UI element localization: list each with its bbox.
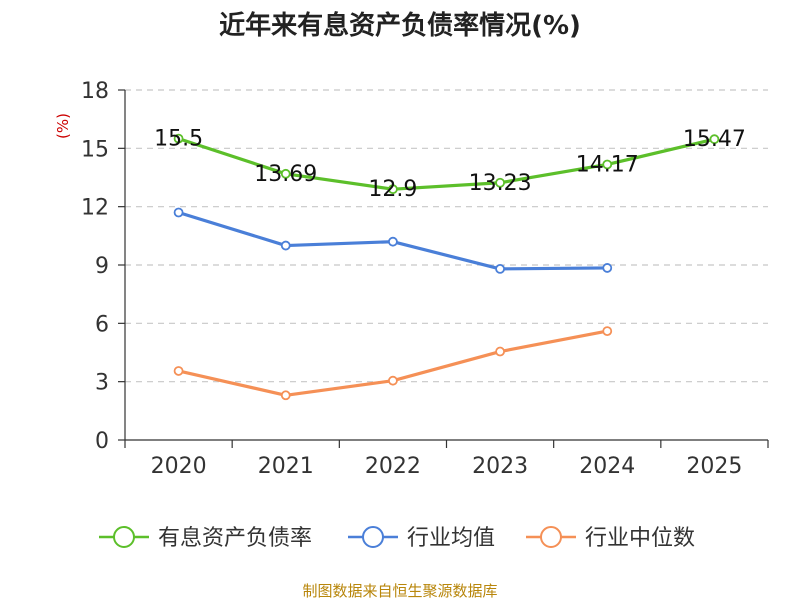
series-line-1 [176, 137, 717, 191]
data-labels: 15.5 13.69 12.9 13.23 14.17 15.47 [154, 127, 746, 203]
series-point-3 [280, 390, 291, 401]
legend-label-2: 行业均值 [407, 526, 495, 551]
legend-label-1: 有息资产负债率 [158, 526, 312, 551]
series-point-1 [280, 168, 291, 179]
series-point-2 [280, 240, 291, 251]
series-layer [173, 133, 720, 401]
data-label: 14.17 [576, 152, 639, 177]
data-label: 15.47 [683, 127, 746, 152]
data-label: 12.9 [368, 177, 417, 202]
legend: 有息资产负债率 行业均值 行业中位数 [99, 526, 695, 551]
series-point-2 [173, 207, 184, 218]
series-point-3 [388, 375, 398, 386]
series-line-3 [176, 329, 609, 397]
x-tick-label: 2023 [472, 454, 528, 479]
series-point-1 [388, 184, 398, 195]
series-point-3 [602, 326, 613, 337]
y-tick-label: 3 [95, 371, 109, 396]
data-label: 13.69 [254, 162, 317, 187]
legend-marker-1 [113, 526, 135, 548]
x-tick-label: 2021 [258, 454, 314, 479]
y-tick-label: 9 [95, 254, 109, 279]
y-tick-label: 6 [95, 312, 109, 337]
series-point-3 [495, 346, 505, 357]
x-tick-label: 2020 [151, 454, 207, 479]
series-point-1 [709, 134, 720, 145]
legend-marker-2 [362, 526, 384, 548]
x-tick-label: 2024 [579, 454, 635, 479]
series-point-3 [173, 366, 184, 376]
series-point-2 [388, 236, 398, 247]
legend-label-3: 行业中位数 [585, 526, 695, 551]
axes: 0 3 6 9 12 15 18 2020 2021 2022 2023 2024 2025 [81, 79, 769, 479]
series-point-2 [602, 263, 613, 273]
data-label: 13.23 [469, 171, 532, 196]
grid-lines [125, 89, 768, 383]
source-note: 制图数据来自恒生聚源数据库 [302, 582, 497, 600]
y-tick-label: 12 [81, 196, 109, 221]
data-label: 15.5 [154, 127, 203, 152]
x-tick-label: 2025 [686, 454, 742, 479]
y-axis-unit: (%) [54, 113, 72, 139]
y-tick-label: 0 [95, 429, 109, 454]
series-point-1 [495, 177, 505, 188]
series-point-1 [173, 133, 184, 144]
y-tick-label: 15 [81, 137, 109, 162]
x-tick-label: 2022 [365, 454, 421, 479]
legend-marker-3 [540, 526, 562, 548]
y-tick-label: 18 [81, 79, 109, 104]
series-point-1 [602, 159, 613, 170]
chart-title: 近年来有息资产负债率情况(%) [219, 10, 581, 41]
series-point-2 [495, 263, 505, 274]
